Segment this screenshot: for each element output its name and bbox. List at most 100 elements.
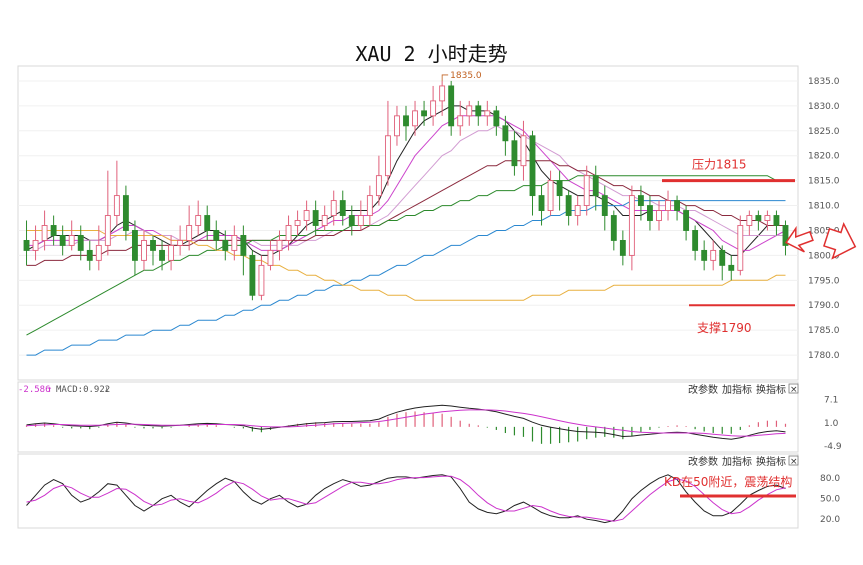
chart-title: XAU 2 小时走势 xyxy=(355,42,508,66)
candle-up xyxy=(412,110,418,127)
moving-average-line xyxy=(26,160,786,266)
candle-down xyxy=(637,195,644,207)
candle-up xyxy=(384,135,391,177)
macd-left-value: -2.586 xyxy=(18,385,51,395)
candle-down xyxy=(619,239,626,256)
candle-up xyxy=(457,115,464,127)
candle-down xyxy=(556,180,563,197)
candle-down xyxy=(86,249,93,261)
candle-down xyxy=(782,225,789,246)
candle-up xyxy=(357,215,364,226)
candle-down xyxy=(755,215,762,221)
candle-down xyxy=(50,225,57,236)
kd-switch-indicator-button[interactable]: 换指标 xyxy=(756,455,786,468)
candle-down xyxy=(403,115,409,127)
candle-up xyxy=(628,195,635,256)
candle-down xyxy=(240,235,247,256)
candle-down xyxy=(204,215,211,231)
candle-down xyxy=(122,195,129,231)
price-tick-label: 1795.0 xyxy=(808,276,840,286)
candle-down xyxy=(728,264,735,271)
candle-down xyxy=(719,249,726,266)
candle-up xyxy=(267,249,274,266)
candle-down xyxy=(683,210,690,231)
macd-close-button[interactable] xyxy=(788,383,799,394)
candle-down xyxy=(529,135,536,197)
candle-down xyxy=(339,200,346,216)
candle-down xyxy=(502,125,509,142)
candle-up xyxy=(95,244,102,261)
candle-down xyxy=(312,210,319,226)
candle-up xyxy=(303,210,310,221)
candle-up xyxy=(439,85,446,102)
candle-down xyxy=(601,195,608,216)
candle-up xyxy=(520,135,527,167)
price-tick-label: 1790.0 xyxy=(808,301,840,311)
macd-tick-label: 7.1 xyxy=(824,395,838,405)
candle-up xyxy=(113,195,120,216)
macd-add-indicator-button[interactable]: 加指标 xyxy=(722,383,752,396)
price-tick-label: 1810.0 xyxy=(808,202,840,212)
kd-add-indicator-button[interactable]: 加指标 xyxy=(722,455,752,468)
candle-up xyxy=(41,225,48,241)
candle-up xyxy=(665,200,671,211)
price-tick-label: 1800.0 xyxy=(808,251,840,261)
candle-up xyxy=(258,264,265,296)
candle-up xyxy=(32,239,39,251)
candle-up xyxy=(294,220,301,226)
kd-close-icon: × xyxy=(790,457,798,467)
candle-up xyxy=(375,175,382,197)
price-tick-label: 1830.0 xyxy=(808,102,840,112)
projection-arrows xyxy=(784,222,857,260)
candle-down xyxy=(448,85,455,127)
price-tick-label: 1825.0 xyxy=(808,127,840,137)
macd-value-label: MACD:0.922 xyxy=(56,385,110,395)
macd-edit-params-button[interactable]: 改参数 xyxy=(688,383,718,396)
macd-switch-indicator-button[interactable]: 换指标 xyxy=(756,383,786,396)
candle-down xyxy=(132,230,138,261)
candle-up xyxy=(746,215,753,226)
candle-down xyxy=(674,200,680,211)
kd-panel-frame xyxy=(17,453,799,529)
candle-down xyxy=(701,249,708,261)
candle-up xyxy=(231,235,238,251)
candle-up xyxy=(276,239,283,251)
candle-up xyxy=(285,225,292,241)
price-tick-label: 1780.0 xyxy=(808,351,840,361)
peak-marker: 1835.0 xyxy=(441,71,482,81)
macd-tick-label: -4.9 xyxy=(824,442,842,452)
candle-up xyxy=(710,249,717,261)
candle-down xyxy=(565,195,572,216)
kd-edit-params-button[interactable]: 改参数 xyxy=(688,455,718,468)
candle-up xyxy=(394,115,400,137)
macd-histogram xyxy=(25,411,787,444)
candle-up xyxy=(321,215,328,226)
candle-up xyxy=(656,210,662,221)
candle-down xyxy=(647,205,653,221)
price-axis: 1835.0 1830.0 1825.0 1820.0 1815.0 1810.0 1805… xyxy=(808,77,840,361)
candle-down xyxy=(538,195,545,211)
kd-tick-label: 50.0 xyxy=(820,495,840,505)
candle-down xyxy=(77,235,84,251)
kd-close-button[interactable] xyxy=(788,455,799,466)
candle-up xyxy=(547,180,554,211)
candle-up xyxy=(466,105,473,117)
candle-down xyxy=(59,235,66,246)
macd-line xyxy=(26,409,786,437)
price-tick-label: 1820.0 xyxy=(808,152,840,162)
arrow-down-right-icon xyxy=(823,222,857,260)
candle-down xyxy=(421,110,428,117)
candle-down xyxy=(493,110,500,127)
candle-up xyxy=(583,175,590,207)
macd-panel-frame xyxy=(17,381,799,453)
candle-up xyxy=(104,215,111,246)
macd-close-icon: × xyxy=(790,385,798,395)
macd-axis: 7.1 1.0 -4.9 xyxy=(824,395,842,451)
candle-up xyxy=(330,200,337,216)
candle-up xyxy=(186,225,193,241)
candle-down xyxy=(249,254,256,296)
kd-note: KD在50附近，震荡结构 xyxy=(664,474,792,489)
kd-line xyxy=(26,475,786,522)
moving-average-line xyxy=(26,175,786,336)
candle-up xyxy=(68,235,75,246)
